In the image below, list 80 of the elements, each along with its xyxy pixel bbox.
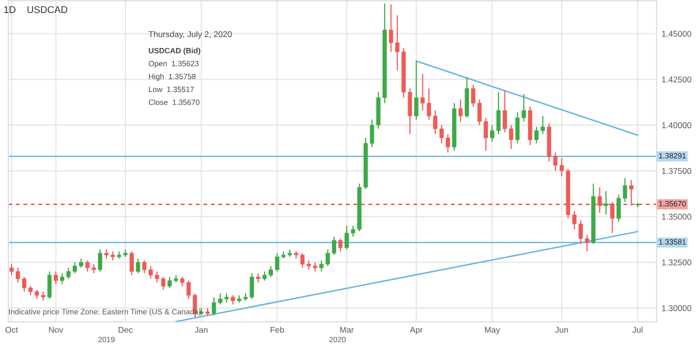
candlestick bbox=[616, 194, 621, 223]
y-tick-label: 1.40000 bbox=[662, 122, 692, 128]
candlestick bbox=[433, 110, 438, 135]
candlestick bbox=[319, 260, 324, 272]
chart-title: 1D USDCAD bbox=[4, 6, 68, 14]
candlestick bbox=[496, 92, 501, 135]
x-tick-label: Jan bbox=[194, 326, 208, 333]
x-tick-label: May bbox=[484, 326, 500, 334]
candlestick bbox=[218, 292, 222, 305]
candlestick bbox=[414, 60, 418, 120]
candlestick bbox=[212, 296, 216, 316]
x-tick-label: Feb bbox=[270, 326, 284, 333]
candlestick bbox=[502, 90, 507, 133]
candlestick bbox=[41, 291, 46, 302]
candlestick bbox=[598, 186, 602, 214]
candlestick bbox=[98, 248, 102, 272]
candlestick bbox=[338, 238, 343, 252]
x-tick-label: Dec bbox=[118, 326, 133, 333]
candlestick bbox=[629, 179, 634, 206]
candlestick bbox=[161, 276, 166, 290]
candlestick bbox=[22, 276, 26, 292]
candlestick bbox=[458, 98, 463, 122]
candlestick bbox=[578, 220, 583, 245]
candlestick bbox=[85, 260, 90, 272]
candlestick bbox=[168, 276, 172, 288]
candlestick bbox=[104, 248, 109, 260]
candlestick bbox=[199, 308, 204, 316]
candlestick bbox=[224, 292, 229, 304]
y-tick-label: 1.32500 bbox=[662, 260, 692, 266]
y-tick-label: 1.42500 bbox=[662, 76, 692, 82]
candlestick bbox=[490, 124, 494, 142]
candlestick bbox=[275, 252, 280, 272]
y-tick-label: 1.45000 bbox=[662, 30, 692, 37]
candlestick bbox=[154, 270, 160, 283]
candlestick bbox=[344, 225, 349, 250]
candlestick bbox=[534, 126, 539, 144]
candlestick bbox=[180, 276, 184, 287]
x-tick-label: Apr bbox=[410, 326, 423, 334]
candlestick bbox=[79, 258, 84, 268]
candlestick bbox=[610, 201, 614, 234]
candlestick bbox=[326, 248, 330, 267]
candlestick bbox=[60, 272, 64, 285]
candlestick bbox=[262, 270, 267, 282]
candlestick bbox=[306, 260, 311, 270]
candlestick bbox=[72, 262, 77, 274]
candlestick bbox=[148, 265, 153, 280]
y-tick-label: 1.37500 bbox=[662, 168, 692, 174]
candlestick bbox=[622, 178, 628, 202]
candlestick bbox=[130, 250, 134, 276]
candlestick bbox=[66, 267, 71, 280]
y-tick-label: 1.35000 bbox=[662, 214, 692, 220]
candlestick bbox=[604, 190, 608, 216]
candlestick bbox=[584, 234, 590, 252]
x-tick-label: Mar bbox=[340, 326, 354, 333]
candlestick bbox=[92, 264, 96, 274]
candlestick bbox=[136, 258, 140, 274]
candlestick bbox=[560, 157, 564, 177]
candlestick bbox=[110, 250, 115, 262]
candlestick bbox=[54, 270, 58, 285]
candlestick bbox=[313, 262, 318, 272]
candlestick bbox=[388, 4, 394, 52]
candlestick bbox=[47, 270, 52, 300]
candlestick bbox=[522, 93, 526, 122]
candlestick bbox=[142, 260, 146, 274]
x-tick-label: Oct bbox=[5, 326, 18, 333]
candlestick bbox=[471, 84, 476, 108]
candlestick bbox=[268, 265, 273, 278]
candlestick bbox=[540, 115, 545, 135]
candlestick bbox=[509, 124, 514, 150]
annotation: Thursday, July 2, 2020 bbox=[148, 31, 232, 39]
y-tick-label: 1.30000 bbox=[662, 305, 692, 312]
x-tick-label: Nov bbox=[49, 326, 64, 333]
x-tick-label: Jul bbox=[632, 326, 642, 333]
candlestick bbox=[332, 236, 336, 256]
candlestick bbox=[370, 119, 374, 148]
x-tick-label: Jun bbox=[555, 326, 568, 333]
candlestick bbox=[515, 112, 520, 144]
candlestick bbox=[256, 272, 260, 283]
candlestick bbox=[395, 14, 400, 71]
candlestick bbox=[230, 294, 236, 305]
